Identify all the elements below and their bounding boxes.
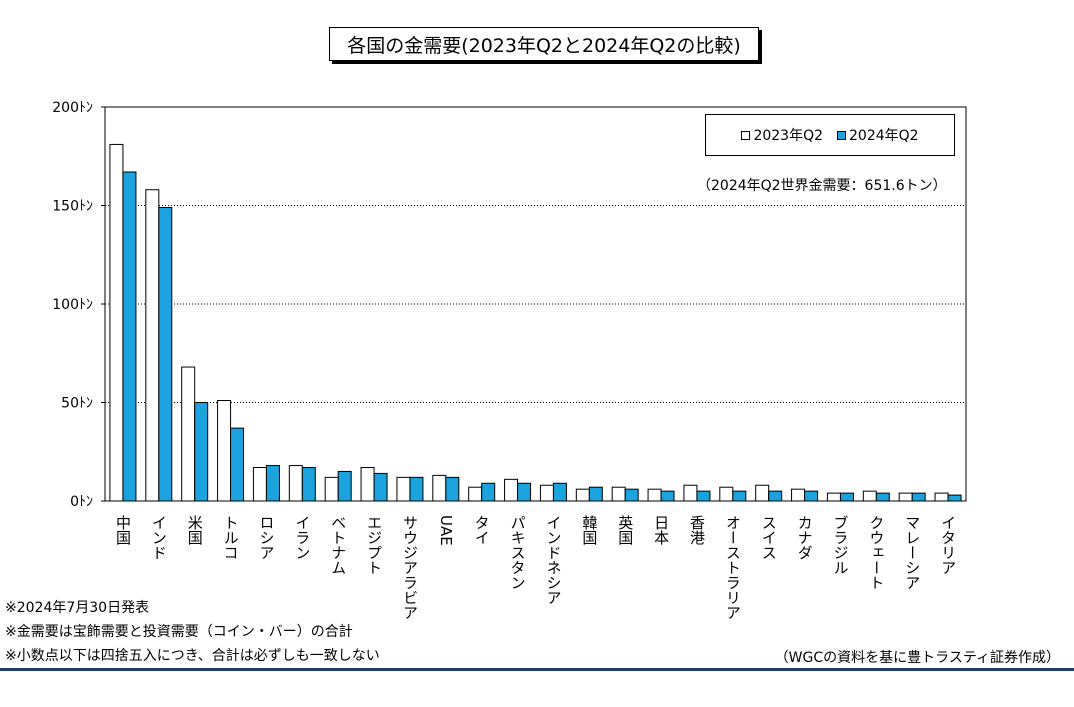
bar-2024 (624, 488, 639, 502)
x-tick-label: イタリア (939, 515, 957, 575)
x-tick-label: インド (150, 515, 168, 560)
x-tick-label: スイス (760, 515, 778, 560)
bar-2023 (504, 478, 519, 502)
x-tick-label: 中国 (114, 515, 132, 545)
legend-label-2023: 2023年Q2 (753, 128, 823, 144)
x-tick-label: タイ (473, 515, 491, 545)
x-tick-label: イラン (293, 515, 311, 560)
bar-2023 (145, 189, 160, 502)
bar-2023 (109, 143, 124, 502)
bar-2024 (445, 476, 460, 502)
bar-2023 (360, 467, 375, 502)
bar-2023 (611, 486, 626, 502)
bar-chart: 0ﾄﾝ 50ﾄﾝ 100ﾄﾝ 150ﾄﾝ 200ﾄﾝ 中国 インド 米国 トルコ ロシア イラン ベト… (52, 100, 967, 620)
bar-2023 (791, 488, 806, 502)
x-tick-label: カナダ (796, 515, 814, 560)
bar-2024 (839, 492, 854, 502)
bar-2024 (696, 490, 711, 502)
y-tick-label: 0ﾄﾝ (70, 494, 93, 510)
bar-2023 (862, 490, 877, 502)
bar-2024 (158, 206, 173, 502)
bar-2024 (230, 427, 245, 502)
bar-2024 (373, 472, 388, 502)
x-tick-label: ブラジル (831, 515, 849, 575)
bar-2024 (409, 476, 424, 502)
x-tick-label: 香港 (688, 515, 706, 545)
bar-2024 (194, 402, 209, 502)
legend-item-2024: 2024年Q2 (837, 125, 919, 145)
bar-2024 (481, 482, 496, 502)
bar-2023 (647, 488, 662, 502)
x-tick-label: ロシア (257, 515, 275, 560)
bar-2023 (898, 492, 913, 502)
footnote-definition: ※金需要は宝飾需要と投資需要（コイン・バー）の合計 (5, 624, 353, 640)
bar-2024 (911, 492, 926, 502)
x-tick-label: マレーシア (903, 515, 921, 590)
x-tick-label: オーストラリア (724, 515, 742, 620)
x-tick-label: 米国 (186, 515, 204, 545)
y-tick-label: 50ﾄﾝ (61, 396, 93, 412)
bar-2023 (181, 366, 196, 502)
bar-2023 (468, 486, 483, 502)
legend: 2023年Q2 2024年Q2 (705, 114, 955, 156)
bar-2023 (288, 465, 303, 502)
bar-2024 (804, 490, 819, 502)
x-tick-label: トルコ (222, 515, 240, 560)
bar-2023 (826, 492, 841, 502)
footnotes: ※2024年7月30日発表 ※金需要は宝飾需要と投資需要（コイン・バー）の合計 … (5, 596, 380, 668)
bar-2023 (432, 474, 447, 502)
bar-2024 (768, 490, 783, 502)
legend-swatch-2024 (837, 130, 846, 140)
bar-2023 (324, 476, 339, 502)
bar-2023 (575, 488, 590, 502)
x-tick-label: UAE (437, 515, 455, 546)
x-tick-label: インドネシア (544, 515, 562, 605)
x-tick-label: エジプト (365, 515, 383, 575)
bar-2023 (217, 400, 232, 502)
bar-2024 (122, 171, 137, 502)
y-tick-label: 100ﾄﾝ (52, 297, 93, 313)
legend-item-2023: 2023年Q2 (741, 125, 823, 145)
bottom-rule (0, 668, 1074, 671)
bar-2024 (875, 492, 890, 502)
bar-2023 (396, 476, 411, 502)
x-tick-label: ベトナム (329, 515, 347, 575)
world-demand-annotation: （2024年Q2世界金需要：651.6トン） (697, 178, 947, 194)
bar-2023 (934, 492, 949, 502)
bar-2024 (588, 486, 603, 502)
bar-2023 (252, 467, 267, 502)
bar-2024 (265, 465, 280, 502)
legend-label-2024: 2024年Q2 (849, 128, 919, 144)
x-tick-label: 英国 (616, 514, 634, 545)
x-tick-label: 韓国 (580, 515, 598, 545)
bar-2024 (660, 490, 675, 502)
bar-2024 (337, 470, 352, 502)
x-tick-label: クウェート (867, 515, 885, 590)
x-tick-label: パキスタン (509, 515, 527, 590)
chart-title: 各国の金需要(2023年Q2と2024年Q2の比較) (329, 27, 759, 61)
bar-2024 (301, 467, 316, 502)
legend-swatch-2023 (741, 130, 751, 140)
bar-2023 (755, 484, 770, 502)
y-tick-label: 200ﾄﾝ (52, 100, 93, 116)
bar-2023 (683, 484, 698, 502)
source-credit: （WGCの資料を基に豊トラスティ証券作成） (774, 650, 1060, 666)
x-tick-label: サウジアラビア (401, 515, 419, 620)
x-tick-label: 日本 (652, 515, 670, 545)
bar-2023 (719, 486, 734, 502)
bar-2024 (732, 490, 747, 502)
footnote-release-date: ※2024年7月30日発表 (5, 600, 150, 616)
bar-2024 (947, 494, 962, 502)
footnote-rounding: ※小数点以下は四捨五入につき、合計は必ずしも一致しない (5, 648, 380, 664)
bar-2023 (539, 484, 554, 502)
bar-2024 (552, 482, 567, 502)
y-tick-label: 150ﾄﾝ (52, 199, 93, 215)
bar-2024 (517, 482, 532, 502)
